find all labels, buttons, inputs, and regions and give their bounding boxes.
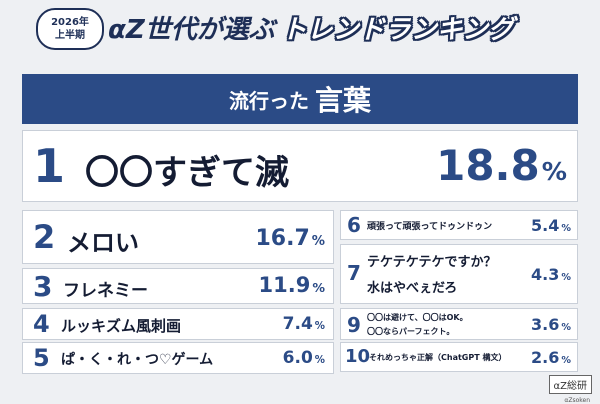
brand-logo: αZ総研 [548,375,592,394]
percent-value: 4.3 [531,265,560,284]
percent-value: 6.0 [282,348,313,368]
percent-value: 16.7 [255,226,310,251]
rank-7-card: 7 テケテケテケですか？ 水はやべぇだろ 4.3% [340,244,578,304]
banner-main: 言葉 [314,84,371,117]
percent-symbol: % [312,280,325,295]
period-badge: 2026年 上半期 [36,8,104,50]
rank-number: 6 [347,213,361,237]
percent-symbol: % [561,355,571,366]
rank-percent: 5.4% [531,216,571,235]
rank-number: 3 [33,270,53,303]
rank-number: 9 [347,313,361,337]
rank-9-card: 9 〇〇は避けて、〇〇はOK。 〇〇ならパーフェクト。 3.6% [340,308,578,340]
rank-number: 2 [33,218,56,256]
page-title: αZ世代が選ぶ トレンドランキング [108,7,578,47]
rank-percent: 11.9% [259,273,325,297]
percent-value: 7.4 [282,314,313,334]
percent-value: 18.8 [436,141,540,190]
rank-2-card: 2 メロい 16.7% [22,210,334,264]
rank-word: 頑張って頑張ってドゥンドゥン [367,222,493,232]
rank-word: ルッキズム風刺画 [61,317,182,335]
category-banner: 流行った 言葉 [22,74,578,124]
rank-3-card: 3 フレネミー 11.9% [22,268,334,304]
rank-percent: 4.3% [531,265,571,284]
percent-value: 3.6 [531,315,560,334]
rank-percent: 16.7% [256,226,326,251]
rank-number: 7 [347,261,361,285]
percent-value: 2.6 [531,348,560,367]
rank-word: 〇〇すぎて滅 [85,153,289,193]
percent-value: 5.4 [531,216,560,235]
rank-number: 4 [33,310,50,338]
rank-percent: 2.6% [531,348,571,367]
percent-symbol: % [561,223,571,234]
header: 2026年 上半期 αZ世代が選ぶ トレンドランキング [0,0,600,56]
banner-prefix: 流行った [228,88,309,113]
badge-half: 上半期 [55,30,85,41]
percent-symbol: % [314,321,325,332]
rank-word-line1: テケテケテケですか？ [367,255,497,270]
rank-percent: 3.6% [531,315,571,334]
percent-symbol: % [561,272,571,283]
rank-word: フレネミー [63,281,148,301]
percent-symbol: % [541,157,567,186]
rank-word: それめっちゃ正解（ChatGPT 構文） [369,353,507,362]
rank-word-line1: 〇〇は避けて、〇〇はOK。 [367,313,468,322]
title-accent: トレンドランキング [280,14,514,45]
rank-percent: 7.4% [283,314,325,334]
badge-year: 2026年 [51,17,89,28]
rank-4-card: 4 ルッキズム風刺画 7.4% [22,308,334,340]
percent-symbol: % [561,322,571,333]
rank-number: 1 [33,139,66,193]
rank-number: 5 [33,344,50,372]
percent-value: 11.9 [258,273,311,297]
rank-percent: 18.8% [436,141,567,190]
rank-word-line2: 水はやべぇだろ [367,281,458,296]
rank-10-card: 10 それめっちゃ正解（ChatGPT 構文） 2.6% [340,342,578,372]
rank-5-card: 5 ぱ・く・れ・つ♡ゲーム 6.0% [22,342,334,374]
rank-word: メロい [67,229,139,257]
percent-symbol: % [311,234,325,249]
rank-1-card: 1 〇〇すぎて滅 18.8% [22,130,578,202]
percent-symbol: % [314,355,325,366]
rank-word: ぱ・く・れ・つ♡ゲーム [61,352,214,368]
rank-6-card: 6 頑張って頑張ってドゥンドゥン 5.4% [340,210,578,240]
title-main: αZ世代が選ぶ [108,14,275,45]
brand-logo-sub: αZsoken [564,397,590,404]
rank-number: 10 [345,346,371,367]
rank-word-line2: 〇〇ならパーフェクト。 [367,327,455,336]
rank-percent: 6.0% [283,348,325,368]
